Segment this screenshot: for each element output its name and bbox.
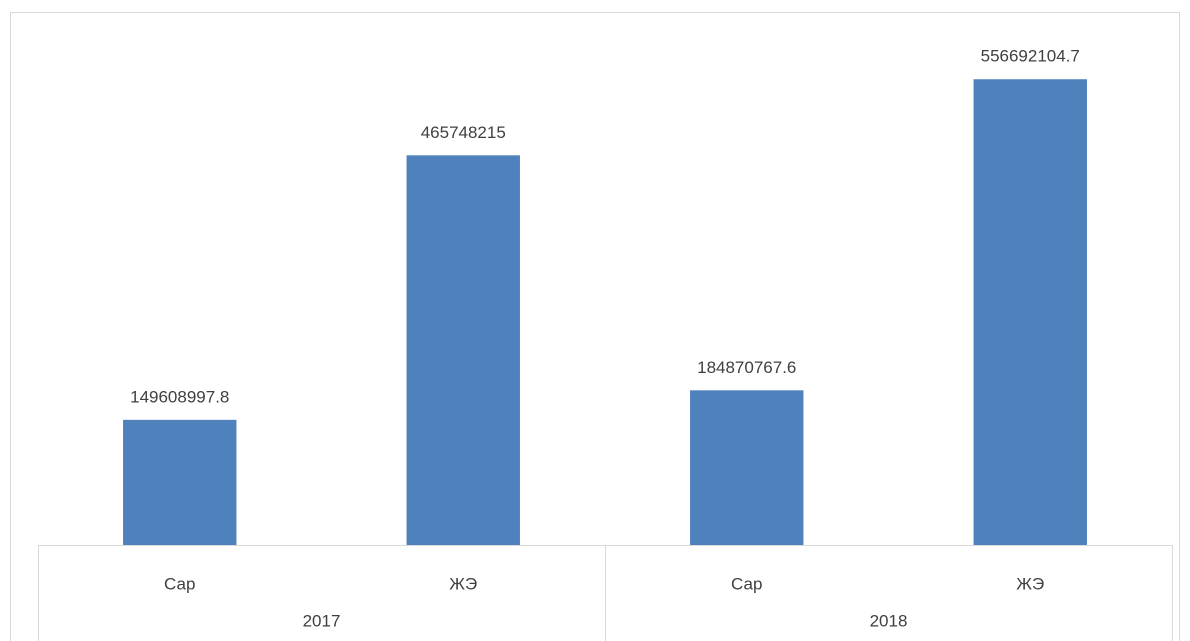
x-tick-label: Сар: [164, 574, 195, 593]
data-label: 556692104.7: [981, 47, 1080, 66]
data-label: 149608997.8: [130, 387, 229, 406]
bar: [123, 419, 237, 545]
data-label: 184870767.6: [697, 358, 796, 377]
group-label: 2017: [303, 611, 341, 630]
x-tick-label: ЖЭ: [1016, 574, 1044, 593]
x-tick-label: Сар: [731, 574, 762, 593]
group-label: 2018: [870, 611, 908, 630]
x-tick-label: ЖЭ: [449, 574, 477, 593]
bar: [690, 390, 804, 545]
bar: [973, 79, 1087, 545]
bar: [406, 155, 520, 546]
data-label: 465748215: [421, 123, 506, 142]
chart-border: [10, 12, 1180, 641]
